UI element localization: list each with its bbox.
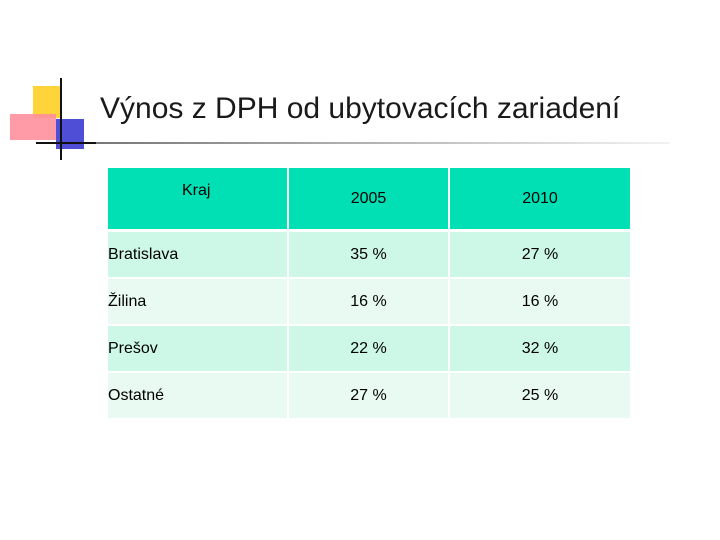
cell-2005: 22 % (288, 325, 450, 373)
cell-2010: 25 % (449, 372, 630, 420)
cell-2005: 27 % (288, 372, 450, 420)
table-row: Žilina 16 % 16 % (108, 278, 630, 326)
logo-yellow-square (33, 86, 61, 118)
slide-title: Výnos z DPH od ubytovacích zariadení (100, 92, 621, 125)
cell-2005: 16 % (288, 278, 450, 326)
table-header-row: Kraj 2005 2010 (108, 168, 630, 232)
cell-2010: 16 % (449, 278, 630, 326)
slide-logo-decoration (0, 0, 720, 170)
cell-kraj: Žilina (108, 278, 289, 326)
cell-2010: 27 % (449, 230, 630, 279)
table-row: Ostatné 27 % 25 % (108, 372, 630, 420)
table-row: Prešov 22 % 32 % (108, 325, 630, 373)
table-row: Bratislava 35 % 27 % (108, 230, 630, 279)
logo-vertical-line (60, 78, 62, 160)
cell-kraj: Bratislava (108, 230, 289, 279)
logo-red-rectangle (10, 114, 56, 140)
logo-horizontal-line (36, 142, 96, 144)
cell-kraj: Prešov (108, 325, 289, 373)
cell-kraj: Ostatné (108, 372, 289, 420)
data-table: Kraj 2005 2010 Bratislava 35 % 27 % Žili… (108, 168, 630, 420)
cell-2010: 32 % (449, 325, 630, 373)
header-2005: 2005 (288, 168, 450, 232)
cell-2005: 35 % (288, 230, 450, 279)
title-underline (96, 142, 670, 144)
header-kraj: Kraj (108, 168, 289, 232)
header-2010: 2010 (449, 168, 630, 232)
